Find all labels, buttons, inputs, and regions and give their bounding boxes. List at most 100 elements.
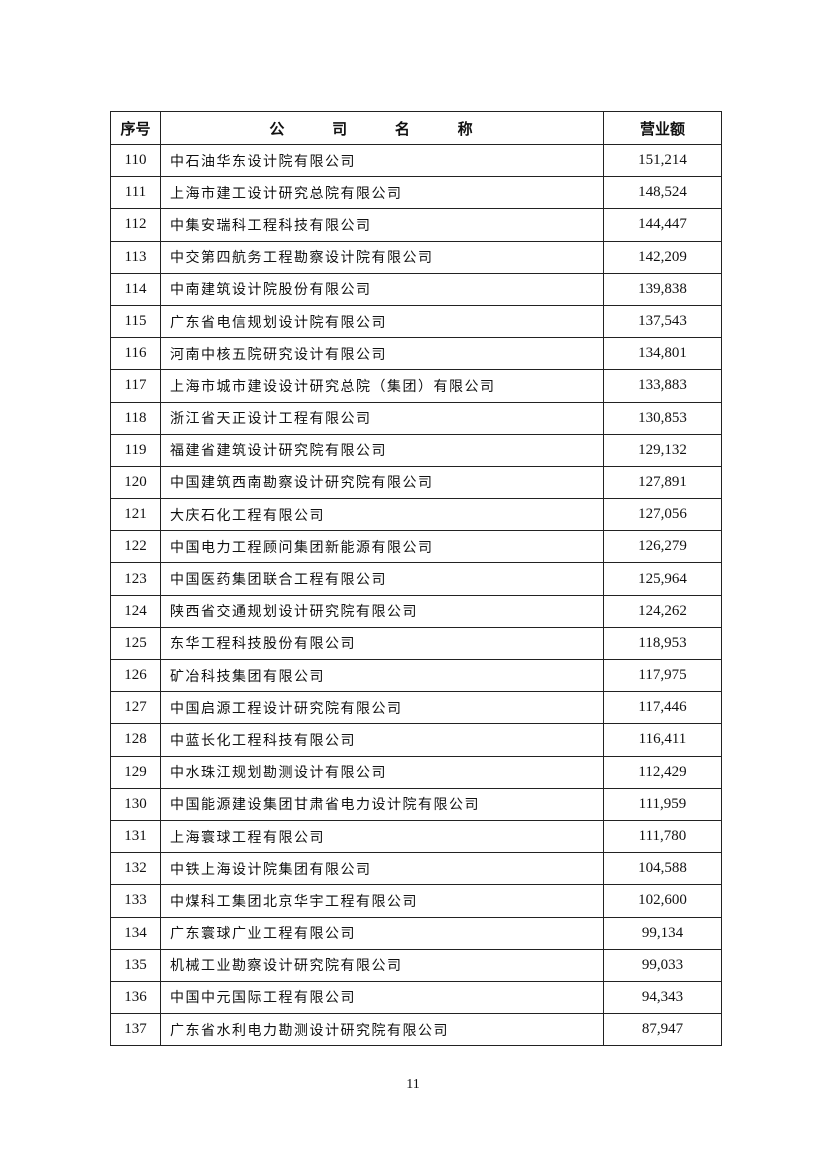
company-name-cell: 中水珠江规划勘测设计有限公司 xyxy=(160,755,604,789)
serial-number-cell: 127 xyxy=(110,691,161,725)
serial-number-cell: 135 xyxy=(110,948,161,982)
serial-number-cell: 112 xyxy=(110,208,161,242)
company-name-cell: 浙江省天正设计工程有限公司 xyxy=(160,401,604,435)
revenue-cell: 142,209 xyxy=(603,240,722,274)
company-name-cell: 河南中核五院研究设计有限公司 xyxy=(160,337,604,371)
table-row: 136 中国中元国际工程有限公司 94,343 xyxy=(110,980,722,1015)
table-row: 126 矿冶科技集团有限公司 117,975 xyxy=(110,658,722,693)
serial-number-cell: 123 xyxy=(110,562,161,596)
company-name-cell: 中铁上海设计院集团有限公司 xyxy=(160,852,604,886)
company-name-cell: 中国中元国际工程有限公司 xyxy=(160,980,604,1015)
company-name-cell: 上海寰球工程有限公司 xyxy=(160,819,604,854)
serial-number-cell: 124 xyxy=(110,594,161,628)
table-row: 119 福建省建筑设计研究院有限公司 129,132 xyxy=(110,433,722,467)
table-row: 117 上海市城市建设设计研究总院（集团）有限公司 133,883 xyxy=(110,369,722,403)
serial-number-cell: 136 xyxy=(110,980,161,1015)
serial-number-cell: 116 xyxy=(110,337,161,371)
serial-number-cell: 119 xyxy=(110,433,161,467)
table-row: 123 中国医药集团联合工程有限公司 125,964 xyxy=(110,562,722,596)
company-name-cell: 大庆石化工程有限公司 xyxy=(160,498,604,532)
table-row: 122 中国电力工程顾问集团新能源有限公司 126,279 xyxy=(110,530,722,564)
serial-number-cell: 126 xyxy=(110,658,161,693)
table-row: 135 机械工业勘察设计研究院有限公司 99,033 xyxy=(110,948,722,982)
revenue-cell: 129,132 xyxy=(603,433,722,467)
serial-number-cell: 132 xyxy=(110,852,161,886)
table-row: 127 中国启源工程设计研究院有限公司 117,446 xyxy=(110,691,722,725)
company-name-cell: 矿冶科技集团有限公司 xyxy=(160,658,604,693)
table-row: 114 中南建筑设计院股份有限公司 139,838 xyxy=(110,272,722,306)
serial-number-cell: 122 xyxy=(110,530,161,564)
table-row: 116 河南中核五院研究设计有限公司 134,801 xyxy=(110,337,722,371)
revenue-cell: 139,838 xyxy=(603,272,722,306)
revenue-cell: 117,975 xyxy=(603,658,722,693)
table-row: 132 中铁上海设计院集团有限公司 104,588 xyxy=(110,852,722,886)
revenue-cell: 118,953 xyxy=(603,626,722,661)
serial-number-cell: 118 xyxy=(110,401,161,435)
company-name-cell: 福建省建筑设计研究院有限公司 xyxy=(160,433,604,467)
table-row: 124 陕西省交通规划设计研究院有限公司 124,262 xyxy=(110,594,722,628)
company-name-cell: 机械工业勘察设计研究院有限公司 xyxy=(160,948,604,982)
revenue-cell: 112,429 xyxy=(603,755,722,789)
company-name-cell: 中国电力工程顾问集团新能源有限公司 xyxy=(160,530,604,564)
revenue-cell: 117,446 xyxy=(603,691,722,725)
serial-number-cell: 130 xyxy=(110,787,161,821)
revenue-cell: 111,959 xyxy=(603,787,722,821)
company-revenue-table: 序号 公 司 名 称 营业额 110 中石油华东设计院有限公司 151,214 111… xyxy=(110,111,722,1047)
table-row: 129 中水珠江规划勘测设计有限公司 112,429 xyxy=(110,755,722,789)
company-name-cell: 中石油华东设计院有限公司 xyxy=(160,143,604,178)
serial-number-cell: 117 xyxy=(110,369,161,403)
table-body: 110 中石油华东设计院有限公司 151,214 111 上海市建工设计研究总院有限公司… xyxy=(110,143,722,1047)
serial-number-cell: 128 xyxy=(110,723,161,757)
company-name-cell: 东华工程科技股份有限公司 xyxy=(160,626,604,661)
table-row: 112 中集安瑞科工程科技有限公司 144,447 xyxy=(110,208,722,242)
serial-number-cell: 121 xyxy=(110,498,161,532)
revenue-cell: 124,262 xyxy=(603,594,722,628)
table-row: 111 上海市建工设计研究总院有限公司 148,524 xyxy=(110,176,722,210)
company-name-cell: 上海市建工设计研究总院有限公司 xyxy=(160,176,604,210)
table-row: 133 中煤科工集团北京华宇工程有限公司 102,600 xyxy=(110,884,722,918)
revenue-cell: 99,033 xyxy=(603,948,722,982)
company-name-cell: 广东省电信规划设计院有限公司 xyxy=(160,304,604,339)
table-row: 134 广东寰球广业工程有限公司 99,134 xyxy=(110,916,722,950)
revenue-cell: 87,947 xyxy=(603,1013,722,1047)
company-name-cell: 中国医药集团联合工程有限公司 xyxy=(160,562,604,596)
table-row: 118 浙江省天正设计工程有限公司 130,853 xyxy=(110,401,722,435)
page-number: 11 xyxy=(406,1077,420,1092)
table-row: 137 广东省水利电力勘测设计研究院有限公司 87,947 xyxy=(110,1013,722,1047)
company-name-cell: 中南建筑设计院股份有限公司 xyxy=(160,272,604,306)
revenue-cell: 99,134 xyxy=(603,916,722,950)
revenue-cell: 151,214 xyxy=(603,143,722,178)
revenue-cell: 102,600 xyxy=(603,884,722,918)
revenue-cell: 130,853 xyxy=(603,401,722,435)
company-name-cell: 中国启源工程设计研究院有限公司 xyxy=(160,691,604,725)
table-row: 115 广东省电信规划设计院有限公司 137,543 xyxy=(110,304,722,339)
company-name-cell: 中蓝长化工程科技有限公司 xyxy=(160,723,604,757)
serial-number-cell: 113 xyxy=(110,240,161,274)
company-name-cell: 广东寰球广业工程有限公司 xyxy=(160,916,604,950)
header-company-name: 公 司 名 称 xyxy=(160,111,604,145)
revenue-cell: 126,279 xyxy=(603,530,722,564)
revenue-cell: 104,588 xyxy=(603,852,722,886)
table-row: 120 中国建筑西南勘察设计研究院有限公司 127,891 xyxy=(110,465,722,500)
serial-number-cell: 137 xyxy=(110,1013,161,1047)
serial-number-cell: 133 xyxy=(110,884,161,918)
table-row: 113 中交第四航务工程勘察设计院有限公司 142,209 xyxy=(110,240,722,274)
header-revenue: 营业额 xyxy=(603,111,722,145)
serial-number-cell: 129 xyxy=(110,755,161,789)
header-serial-number: 序号 xyxy=(110,111,161,145)
company-name-cell: 陕西省交通规划设计研究院有限公司 xyxy=(160,594,604,628)
serial-number-cell: 111 xyxy=(110,176,161,210)
serial-number-cell: 131 xyxy=(110,819,161,854)
revenue-cell: 127,056 xyxy=(603,498,722,532)
revenue-cell: 133,883 xyxy=(603,369,722,403)
serial-number-cell: 115 xyxy=(110,304,161,339)
company-name-cell: 中国建筑西南勘察设计研究院有限公司 xyxy=(160,465,604,500)
serial-number-cell: 110 xyxy=(110,143,161,178)
company-name-cell: 中交第四航务工程勘察设计院有限公司 xyxy=(160,240,604,274)
serial-number-cell: 120 xyxy=(110,465,161,500)
revenue-cell: 148,524 xyxy=(603,176,722,210)
revenue-cell: 125,964 xyxy=(603,562,722,596)
company-name-cell: 广东省水利电力勘测设计研究院有限公司 xyxy=(160,1013,604,1047)
serial-number-cell: 134 xyxy=(110,916,161,950)
table-row: 131 上海寰球工程有限公司 111,780 xyxy=(110,819,722,854)
